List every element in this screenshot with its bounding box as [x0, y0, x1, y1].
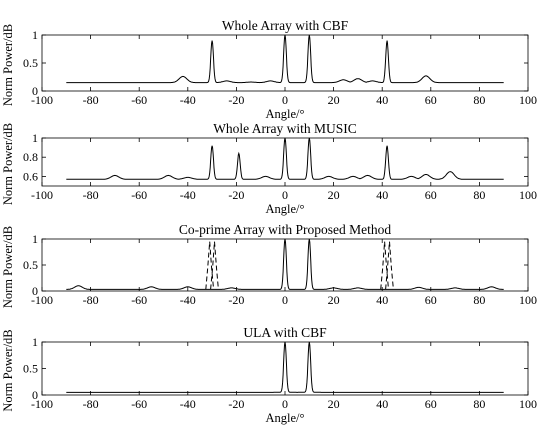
x-tick-label: 20	[328, 93, 340, 107]
series-solid-line	[66, 137, 504, 180]
y-tick-label: 0.5	[23, 56, 38, 70]
x-tick-label: -60	[131, 93, 147, 107]
x-tick-label: 80	[473, 293, 485, 307]
y-tick-label: 0	[32, 388, 38, 402]
plot-frame	[41, 137, 529, 187]
x-tick-label: -20	[228, 397, 244, 411]
y-tick-label: 0	[32, 284, 38, 298]
series-solid-line	[66, 34, 504, 84]
x-tick-label: 40	[376, 93, 388, 107]
series-solid-line	[66, 341, 504, 393]
y-tick-label: 1	[32, 28, 38, 42]
x-tick-label: 0	[282, 188, 288, 202]
x-tick-label: -40	[180, 397, 196, 411]
x-tick-label: -100	[31, 397, 53, 411]
x-tick-label: 40	[376, 188, 388, 202]
x-tick-label: 100	[519, 397, 537, 411]
x-tick-label: 20	[328, 293, 340, 307]
panel-title: Whole Array with CBF	[222, 18, 349, 33]
x-tick-label: -20	[228, 188, 244, 202]
y-axis-label: Norm Power/dB	[1, 226, 15, 308]
x-tick-label: 80	[473, 93, 485, 107]
y-axis-label: Norm Power/dB	[1, 123, 15, 205]
x-tick-label: 20	[328, 188, 340, 202]
x-tick-label: 100	[519, 293, 537, 307]
x-tick-label: -40	[180, 293, 196, 307]
x-axis-label: Angle/°	[265, 411, 304, 425]
x-tick-label: 40	[376, 397, 388, 411]
y-tick-label: 1	[32, 232, 38, 246]
y-tick-label: 0.8	[23, 150, 38, 164]
x-tick-label: -60	[131, 293, 147, 307]
x-axis-label: Angle/°	[265, 202, 304, 216]
y-tick-label: 0.5	[23, 258, 38, 272]
plot-frame	[41, 238, 529, 292]
x-tick-label: 0	[282, 93, 288, 107]
y-tick-label: 1	[32, 335, 38, 349]
x-tick-label: -100	[31, 93, 53, 107]
panel-title: Co-prime Array with Proposed Method	[179, 222, 391, 237]
panel-title: ULA with CBF	[243, 325, 327, 340]
y-tick-label: 1	[32, 131, 38, 145]
x-tick-label: 20	[328, 397, 340, 411]
x-tick-label: 60	[425, 397, 437, 411]
y-tick-label: 0.5	[23, 362, 38, 376]
y-axis-label: Norm Power/dB	[1, 329, 15, 411]
x-tick-label: -80	[83, 397, 99, 411]
series-dashed-line	[205, 241, 394, 290]
x-tick-label: 60	[425, 93, 437, 107]
x-tick-label: -80	[83, 293, 99, 307]
panel-title: Whole Array with MUSIC	[213, 121, 357, 136]
x-tick-label: 80	[473, 188, 485, 202]
y-tick-label: 0.6	[23, 169, 38, 183]
y-axis-label: Norm Power/dB	[1, 24, 15, 106]
x-axis-label: Angle/°	[265, 107, 304, 121]
x-tick-label: -60	[131, 188, 147, 202]
x-tick-label: 40	[376, 293, 388, 307]
x-tick-label: 80	[473, 397, 485, 411]
x-tick-label: -100	[31, 188, 53, 202]
x-tick-label: 100	[519, 188, 537, 202]
x-tick-label: 60	[425, 188, 437, 202]
x-tick-label: -40	[180, 93, 196, 107]
y-tick-label: 0	[32, 84, 38, 98]
x-tick-label: -40	[180, 188, 196, 202]
x-tick-label: -80	[83, 93, 99, 107]
x-tick-label: 100	[519, 93, 537, 107]
x-tick-label: -20	[228, 93, 244, 107]
x-tick-label: -20	[228, 293, 244, 307]
x-tick-label: 60	[425, 293, 437, 307]
plot-frame	[41, 341, 529, 396]
series-solid-line	[66, 238, 504, 290]
x-tick-label: -60	[131, 397, 147, 411]
x-tick-label: 0	[282, 397, 288, 411]
x-tick-label: 0	[282, 293, 288, 307]
x-tick-label: -80	[83, 188, 99, 202]
x-tick-label: -100	[31, 293, 53, 307]
